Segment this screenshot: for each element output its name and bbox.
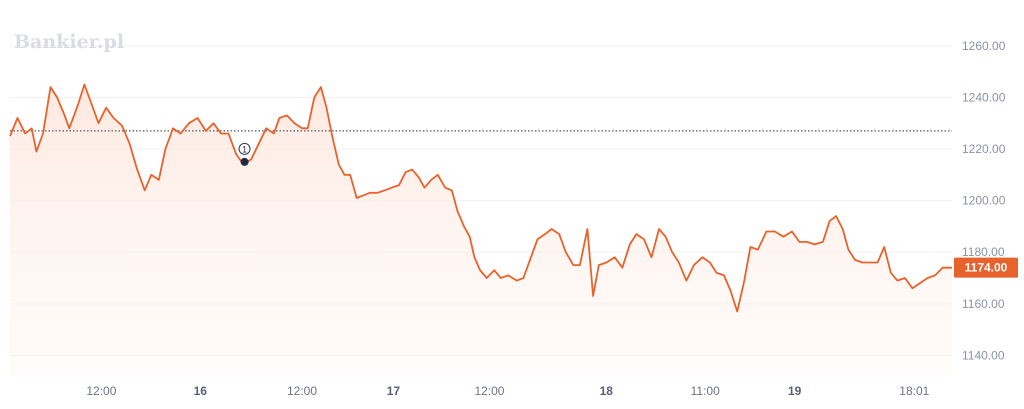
- last-price-tag: 1174.00: [954, 257, 1018, 278]
- x-tick-label: 12:00: [474, 384, 504, 398]
- y-tick-label: 1260.00: [962, 39, 1006, 53]
- y-tick-label: 1140.00: [962, 348, 1005, 362]
- x-tick-label: 18: [600, 384, 614, 398]
- y-axis: 1140.00 1160.00 1180.00 1200.00 1220.00 1240.…: [962, 39, 1006, 363]
- x-tick-label: 12:00: [287, 384, 317, 398]
- y-tick-label: 1220.00: [962, 142, 1006, 156]
- x-tick-label: 17: [387, 384, 401, 398]
- marker-dot[interactable]: [240, 157, 249, 166]
- y-tick-label: 1160.00: [962, 297, 1005, 311]
- x-tick-label: 19: [788, 384, 802, 398]
- y-tick-label: 1200.00: [962, 194, 1006, 208]
- marker-label: 1: [242, 144, 247, 154]
- x-axis: 12:00 16 12:00 17 12:00 18 11:00 19 18:01: [86, 384, 929, 398]
- watermark-logo: Bankier.pl: [14, 31, 124, 53]
- y-tick-label: 1240.00: [962, 90, 1006, 104]
- x-tick-label: 16: [194, 384, 208, 398]
- marker-info-icon[interactable]: [238, 142, 251, 155]
- price-line[interactable]: [9, 83, 952, 313]
- x-tick-label: 18:01: [899, 384, 929, 398]
- x-tick-label: 12:00: [86, 384, 116, 398]
- price-area-fill: [10, 84, 952, 376]
- last-price-label: 1174.00: [965, 261, 1008, 275]
- event-marker[interactable]: 1: [238, 142, 251, 166]
- x-tick-label: 11:00: [691, 384, 720, 398]
- y-tick-label: 1180.00: [962, 245, 1005, 259]
